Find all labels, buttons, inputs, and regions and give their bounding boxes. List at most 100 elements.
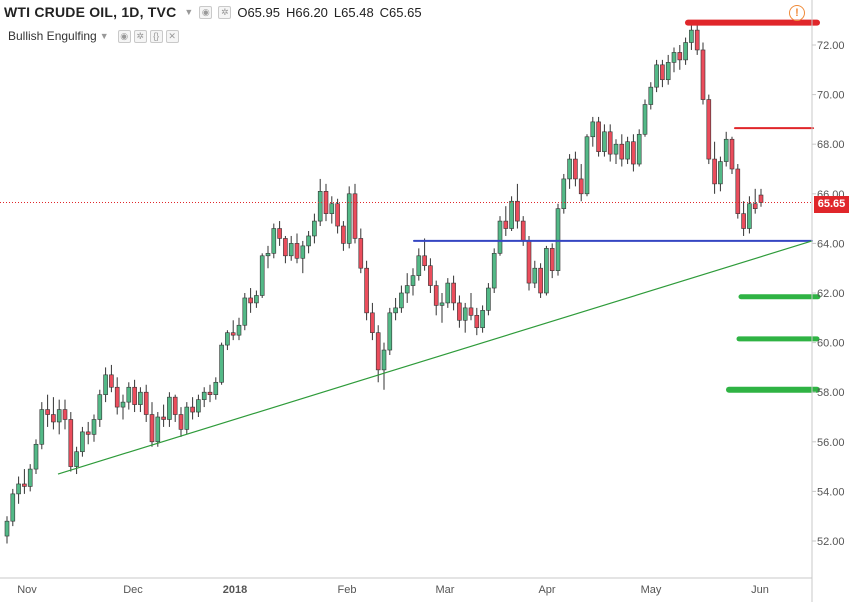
candle: [584, 134, 590, 197]
price-axis[interactable]: 52.0054.0056.0058.0060.0062.0064.0066.00…: [812, 40, 845, 548]
candle-body-down: [132, 386, 137, 405]
candle-body-up: [439, 302, 445, 306]
candle-body-up: [718, 161, 723, 185]
candle: [526, 235, 532, 291]
candle: [39, 402, 45, 450]
candle: [219, 342, 224, 385]
candle: [433, 280, 439, 316]
candle: [729, 136, 735, 174]
candle-body-up: [683, 42, 688, 61]
candle: [172, 394, 178, 422]
candle-body-up: [393, 307, 398, 314]
x-tick-label: Feb: [338, 584, 357, 596]
annotations-group: [57, 19, 821, 475]
candles-group: [4, 22, 764, 544]
eye-icon[interactable]: ◉: [117, 29, 131, 43]
candle-body-up: [671, 52, 677, 63]
gear-icon[interactable]: ✲: [133, 29, 147, 43]
candle-body-up: [10, 493, 16, 522]
candle-body-down: [335, 203, 340, 227]
candle: [138, 387, 143, 413]
candle: [300, 240, 306, 274]
candle-body-up: [288, 243, 294, 257]
candle: [358, 228, 364, 274]
candle: [451, 275, 456, 311]
time-axis[interactable]: Nov Dec 2018 Feb Mar Apr May Jun: [17, 584, 769, 596]
candle-body-down: [352, 193, 358, 239]
candle-body-down: [660, 64, 665, 81]
candle-body-up: [27, 468, 33, 487]
candle-body-up: [381, 349, 387, 371]
candle: [509, 196, 514, 231]
candle-body-up: [561, 178, 567, 209]
candle-body-down: [758, 194, 764, 203]
candle-body-down: [706, 99, 712, 160]
candle-body-down: [729, 138, 735, 170]
candle: [109, 364, 114, 393]
candle-body-down: [735, 168, 741, 214]
chevron-down-icon[interactable]: ▼: [184, 7, 194, 17]
candle-body-up: [602, 131, 607, 152]
candle: [573, 151, 578, 187]
y-tick-label: 68.00: [817, 139, 845, 151]
candle-body-down: [364, 267, 369, 314]
candle-body-down: [515, 200, 520, 222]
indicator-name[interactable]: Bullish Engulfing: [8, 29, 97, 43]
candle: [486, 283, 491, 316]
candle-body-down: [474, 315, 480, 329]
candle-body-down: [248, 297, 253, 304]
candle: [416, 248, 422, 281]
candle: [161, 404, 166, 427]
candle-body-up: [236, 324, 242, 336]
candle: [700, 42, 706, 105]
candle: [665, 54, 671, 85]
rising-trendline[interactable]: [57, 240, 813, 475]
candle: [213, 377, 219, 400]
candle: [549, 243, 555, 279]
eye-icon[interactable]: ◉: [199, 5, 213, 19]
candle: [625, 136, 630, 165]
candle: [752, 188, 758, 214]
alert-icon[interactable]: !: [789, 5, 805, 21]
candle: [683, 37, 688, 65]
y-tick-label: 54.00: [817, 486, 845, 498]
chevron-down-icon[interactable]: ▼: [99, 31, 109, 41]
candle-body-down: [677, 52, 683, 61]
candle-body-up: [346, 193, 352, 244]
candle-body-down: [68, 419, 74, 467]
candle: [607, 124, 613, 162]
candle: [120, 394, 126, 420]
candle-body-up: [497, 220, 503, 254]
candle: [335, 198, 340, 234]
candle-body-down: [468, 307, 474, 316]
candle-body-up: [399, 292, 404, 309]
candle: [445, 278, 451, 308]
candle: [387, 307, 393, 355]
candle: [375, 325, 381, 383]
candle-body-up: [689, 29, 694, 43]
candle: [613, 139, 619, 165]
candle: [62, 399, 68, 430]
candle-body-down: [428, 265, 433, 286]
candle: [254, 290, 259, 308]
candle: [596, 116, 601, 157]
candle-body-down: [22, 483, 27, 487]
candle: [544, 245, 549, 296]
symbol-title[interactable]: WTI CRUDE OIL, 1D, TVC: [4, 4, 177, 20]
candle: [706, 94, 712, 165]
y-tick-label: 64.00: [817, 238, 845, 250]
candle-body-up: [491, 253, 497, 289]
candle-body-up: [312, 220, 317, 237]
gear-icon[interactable]: ✲: [218, 5, 232, 19]
braces-icon[interactable]: {}: [149, 29, 163, 43]
candle-body-down: [277, 228, 282, 239]
candle: [410, 268, 416, 296]
close-icon[interactable]: ✕: [165, 29, 179, 43]
candle: [196, 394, 201, 417]
candle-body-up: [532, 267, 538, 284]
candle: [167, 392, 172, 427]
candle: [735, 164, 741, 219]
candle-body-down: [178, 414, 184, 430]
candle: [190, 397, 195, 420]
